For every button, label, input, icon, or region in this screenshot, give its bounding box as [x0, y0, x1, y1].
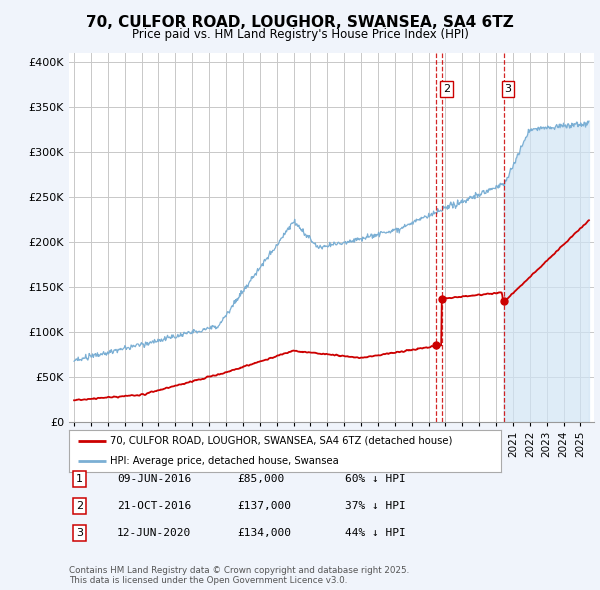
Text: £134,000: £134,000	[237, 529, 291, 538]
Text: 37% ↓ HPI: 37% ↓ HPI	[345, 502, 406, 511]
Text: 1: 1	[76, 474, 83, 484]
Text: 12-JUN-2020: 12-JUN-2020	[117, 529, 191, 538]
Text: 60% ↓ HPI: 60% ↓ HPI	[345, 474, 406, 484]
Text: 3: 3	[76, 529, 83, 538]
Text: £85,000: £85,000	[237, 474, 284, 484]
Text: Price paid vs. HM Land Registry's House Price Index (HPI): Price paid vs. HM Land Registry's House …	[131, 28, 469, 41]
Text: 2: 2	[443, 84, 450, 94]
Text: HPI: Average price, detached house, Swansea: HPI: Average price, detached house, Swan…	[110, 456, 339, 466]
Text: 70, CULFOR ROAD, LOUGHOR, SWANSEA, SA4 6TZ: 70, CULFOR ROAD, LOUGHOR, SWANSEA, SA4 6…	[86, 15, 514, 30]
Text: 09-JUN-2016: 09-JUN-2016	[117, 474, 191, 484]
Text: 70, CULFOR ROAD, LOUGHOR, SWANSEA, SA4 6TZ (detached house): 70, CULFOR ROAD, LOUGHOR, SWANSEA, SA4 6…	[110, 435, 452, 445]
Text: Contains HM Land Registry data © Crown copyright and database right 2025.
This d: Contains HM Land Registry data © Crown c…	[69, 566, 409, 585]
Text: 44% ↓ HPI: 44% ↓ HPI	[345, 529, 406, 538]
Text: 2: 2	[76, 502, 83, 511]
Text: 3: 3	[505, 84, 511, 94]
Text: £137,000: £137,000	[237, 502, 291, 511]
Text: 21-OCT-2016: 21-OCT-2016	[117, 502, 191, 511]
